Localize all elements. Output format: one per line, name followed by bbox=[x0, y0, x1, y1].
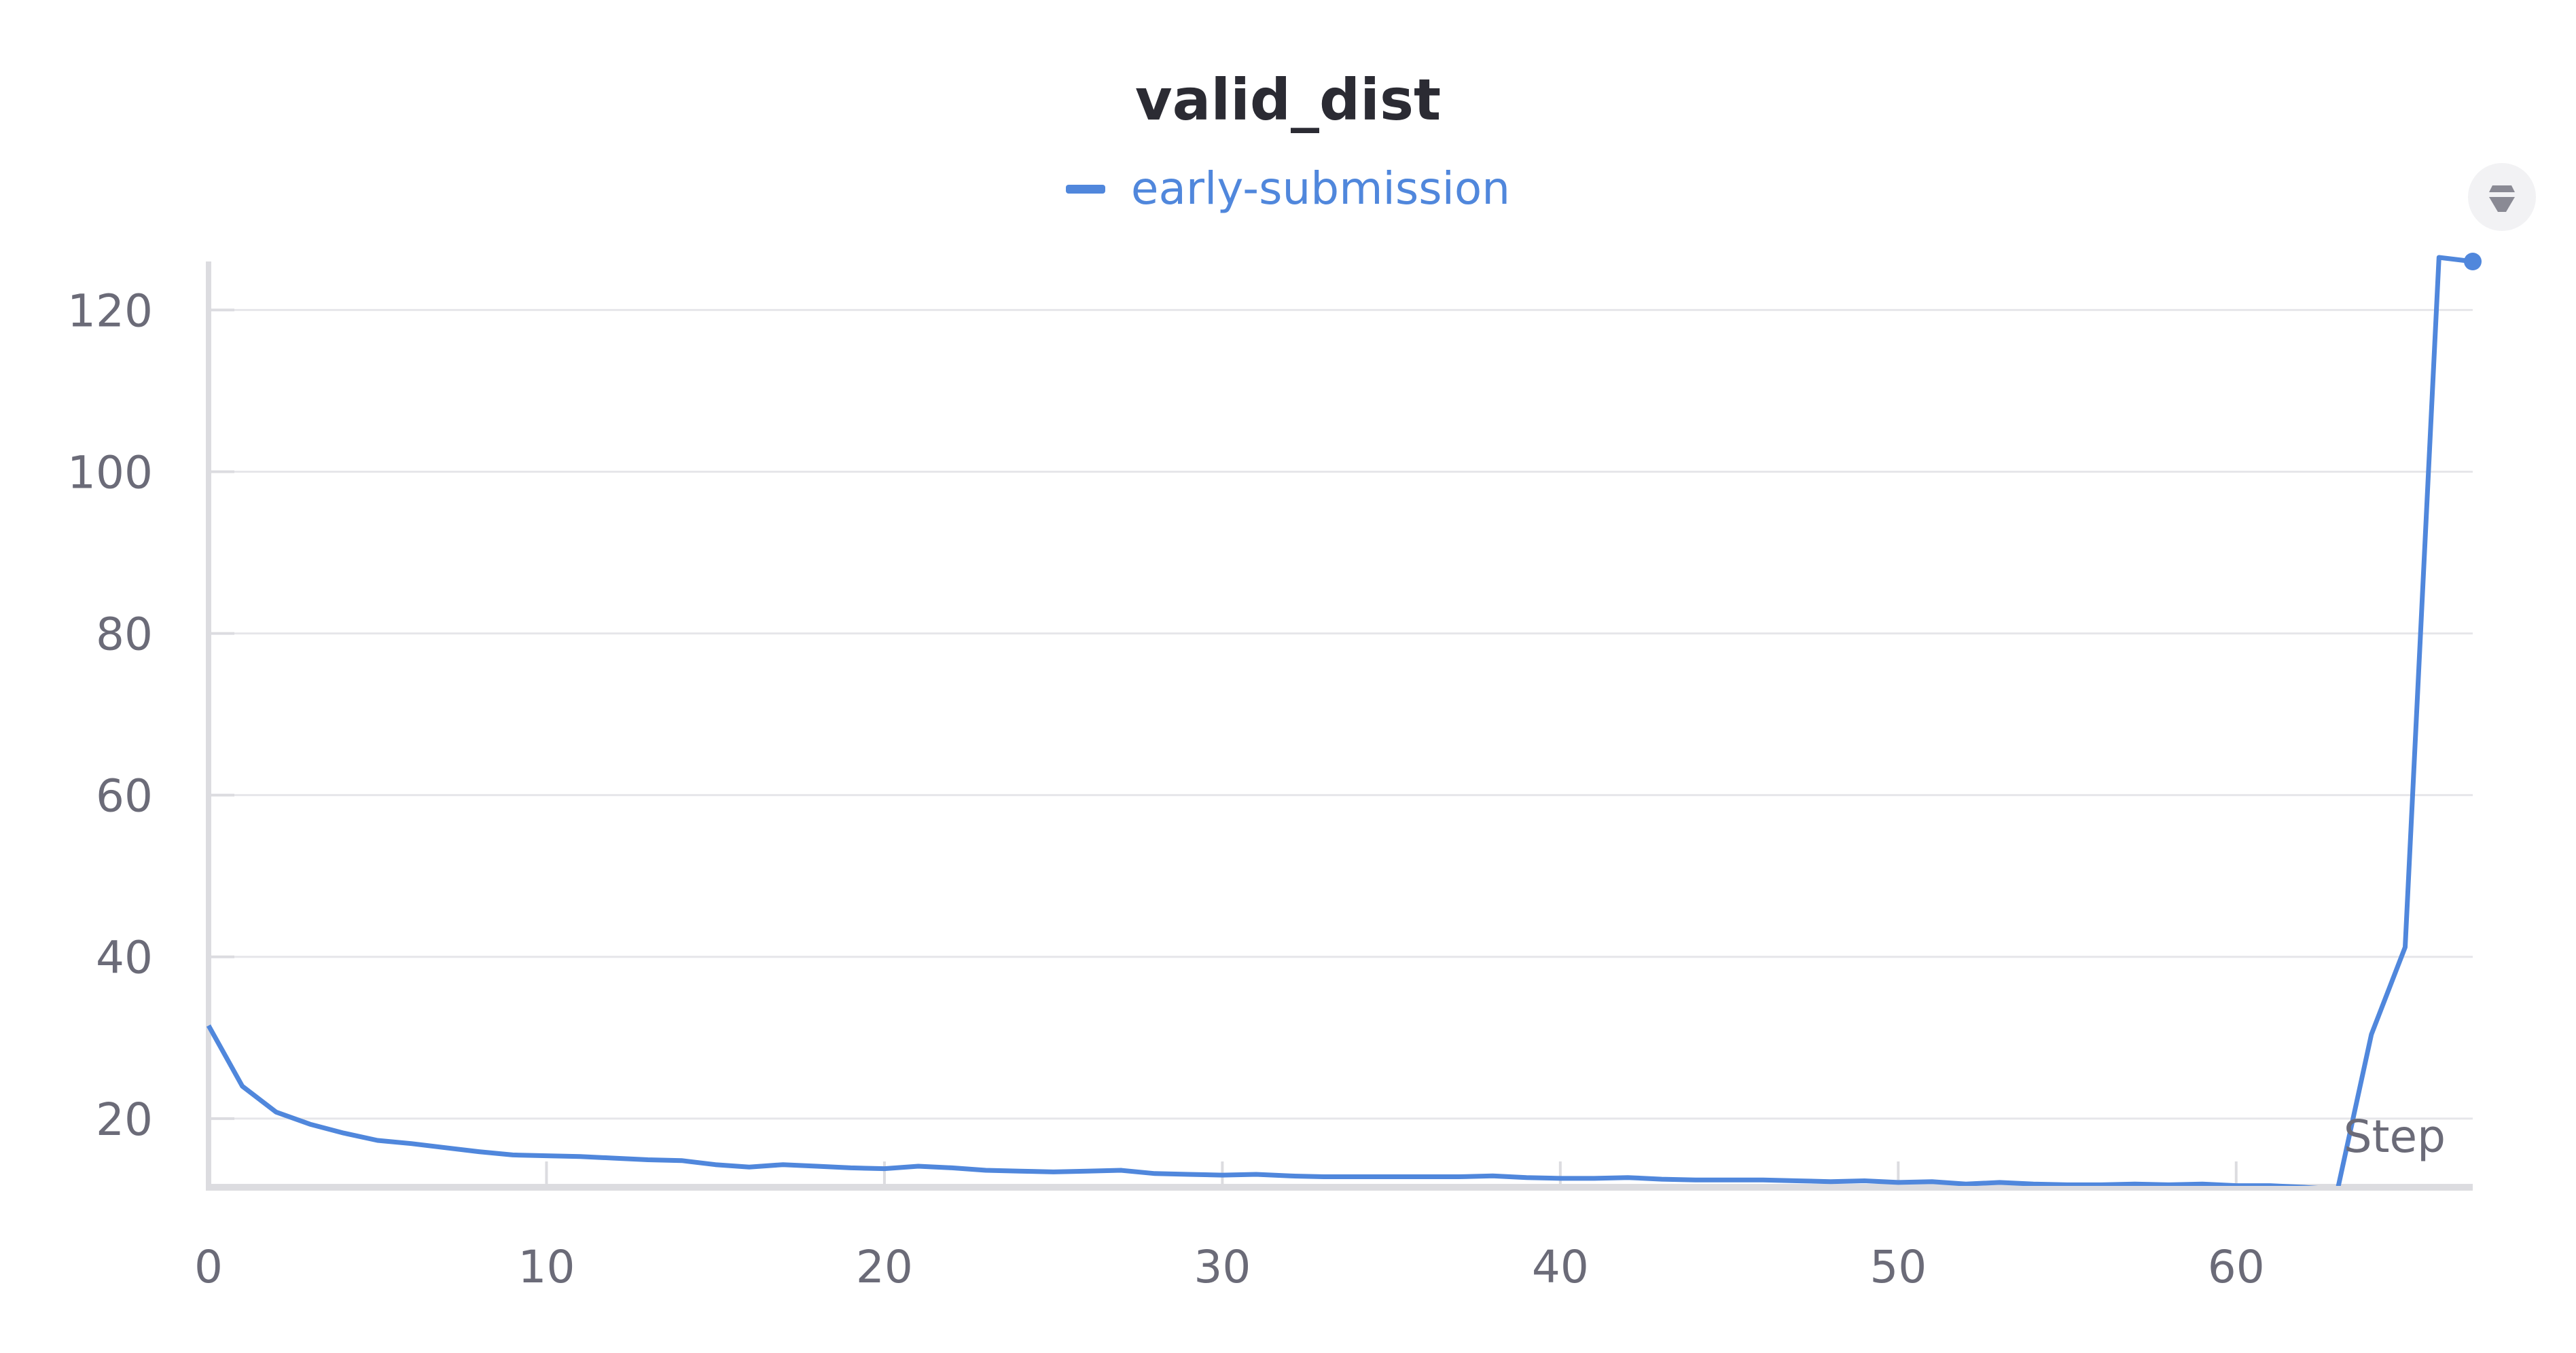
y-tick-label: 60 bbox=[96, 770, 153, 823]
last-point-marker bbox=[2464, 253, 2482, 270]
x-tick-label: 0 bbox=[194, 1241, 223, 1293]
grid-lines bbox=[209, 308, 2473, 1120]
x-tick-label: 60 bbox=[2208, 1241, 2265, 1293]
legend-label[interactable]: early-submission bbox=[1130, 162, 1511, 215]
legend: early-submission bbox=[0, 166, 2576, 211]
y-tick-label: 100 bbox=[67, 447, 153, 499]
tick-labels: 20 40 60 80 100 120 0 10 20 30 40 50 60 Step bbox=[67, 285, 2446, 1293]
x-tick-label: 40 bbox=[1532, 1241, 1589, 1293]
x-axis-label: Step bbox=[2344, 1111, 2446, 1163]
chart-title: valid_dist bbox=[1134, 67, 1442, 133]
chevron-up-down-icon bbox=[2489, 185, 2515, 212]
x-tick-label: 20 bbox=[856, 1241, 913, 1293]
panel-menu-button[interactable] bbox=[2468, 163, 2536, 231]
y-tick-label: 20 bbox=[96, 1094, 153, 1146]
legend-swatch bbox=[1065, 184, 1105, 194]
series-line-early-submission bbox=[206, 255, 2473, 1186]
x-tick-label: 30 bbox=[1194, 1241, 1251, 1293]
y-tick-label: 80 bbox=[96, 609, 153, 661]
x-tick-label: 10 bbox=[518, 1241, 575, 1293]
x-tick-label: 50 bbox=[1870, 1241, 1927, 1293]
y-tick-label: 40 bbox=[96, 932, 153, 984]
y-tick-label: 120 bbox=[67, 285, 153, 337]
axes bbox=[206, 261, 2473, 1191]
series-lines bbox=[206, 253, 2482, 1186]
